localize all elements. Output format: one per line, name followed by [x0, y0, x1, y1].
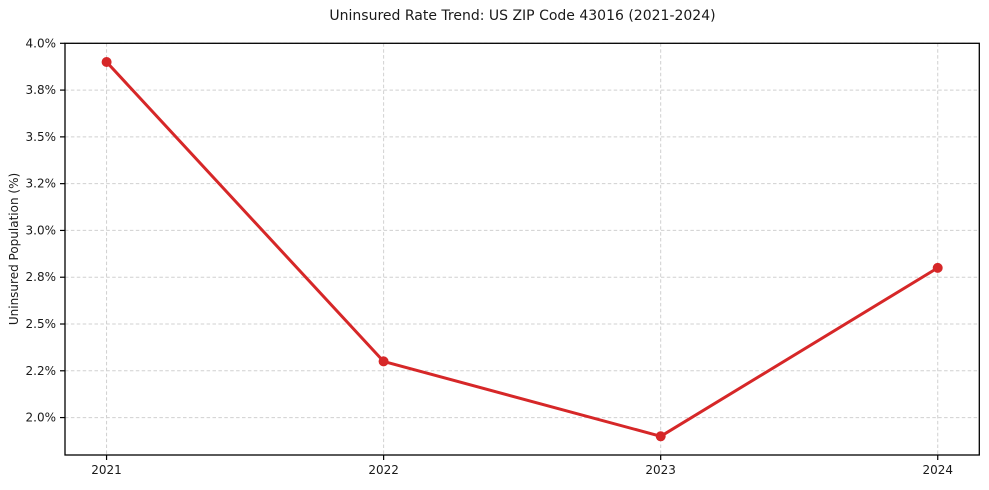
data-point-2024: [932, 262, 943, 273]
x-tick-label: 2024: [922, 463, 953, 477]
trend-line: [105, 60, 940, 438]
y-tick-label: 4.0%: [26, 36, 57, 50]
y-tick-label: 3.8%: [26, 83, 57, 97]
x-tick-label: 2021: [91, 463, 122, 477]
y-tick-label: 2.0%: [26, 411, 57, 425]
y-tick-label: 3.2%: [26, 177, 57, 191]
series-layer: [101, 57, 943, 442]
data-point-2023: [655, 431, 666, 442]
y-tick-label: 3.5%: [26, 130, 57, 144]
y-tick-label: 2.2%: [26, 364, 57, 378]
chart-title: Uninsured Rate Trend: US ZIP Code 43016 …: [329, 8, 716, 24]
axes-spines: [64, 42, 980, 456]
y-tick-label: 2.8%: [26, 270, 57, 284]
grid-layer: [65, 42, 980, 455]
y-tick-label: 2.5%: [26, 317, 57, 331]
y-tick-label: 3.0%: [26, 223, 57, 237]
data-point-2021: [101, 57, 112, 67]
x-tick-label: 2022: [368, 463, 399, 477]
x-tick-label: 2023: [645, 463, 676, 477]
data-point-2022: [378, 356, 389, 367]
axes-layer: 2.0% 2.2% 2.5% 2.8% 3.0% 3.2% 3.5% 3.8% 4.0% 2021…: [26, 36, 980, 477]
